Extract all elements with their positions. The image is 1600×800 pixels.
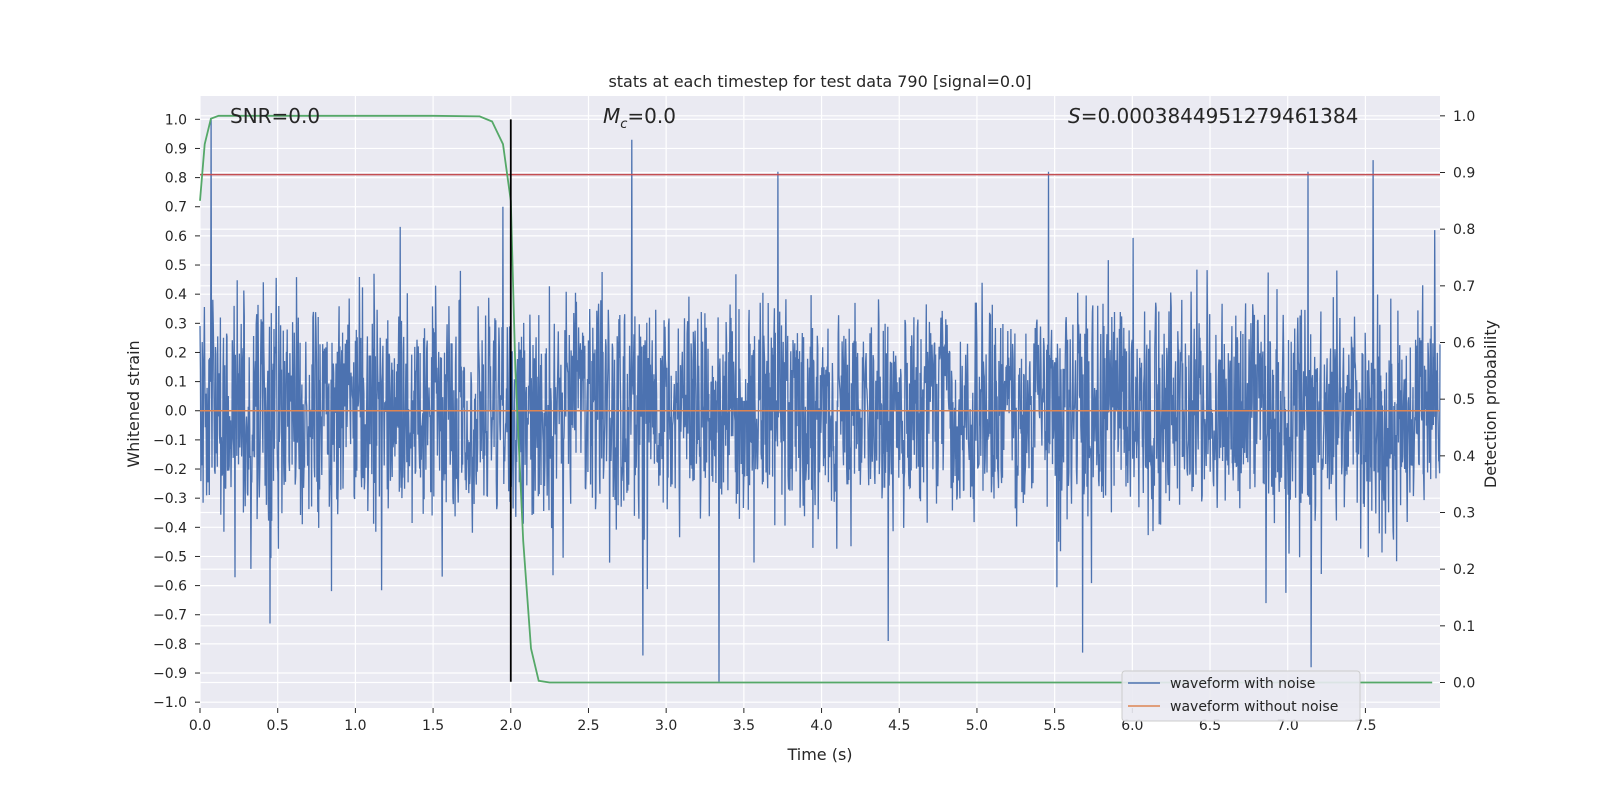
- y2-tick-label: 0.8: [1453, 222, 1475, 238]
- y2-tick-label: 0.7: [1453, 279, 1475, 295]
- x-tick-label: 7.5: [1354, 718, 1376, 734]
- series-layer: [199, 114, 1441, 684]
- y-tick-label: 1.0: [165, 112, 187, 128]
- y2-tick-label: 0.6: [1453, 336, 1475, 352]
- legend-label-noise: waveform with noise: [1170, 676, 1315, 692]
- y-tick-label: −0.1: [153, 433, 187, 449]
- y2-tick-label: 0.2: [1453, 562, 1475, 578]
- y2-tick-label: 0.4: [1453, 449, 1475, 465]
- x-tick-label: 7.0: [1277, 718, 1299, 734]
- x-tick-label: 4.0: [810, 718, 832, 734]
- y-tick-label: 0.5: [165, 258, 187, 274]
- y-tick-label: 0.3: [165, 316, 187, 332]
- series-detection-probability: [199, 114, 1433, 684]
- y2-tick-label: 0.1: [1453, 619, 1475, 635]
- x-tick-label: 6.5: [1199, 718, 1221, 734]
- y2-tick-label: 0.9: [1453, 166, 1475, 182]
- mc-symbol: M: [603, 104, 620, 128]
- y-tick-label: 0.9: [165, 141, 187, 157]
- y2-axis-label: Detection probability: [1481, 320, 1500, 488]
- y-tick-label: −1.0: [153, 695, 187, 711]
- mc-subscript: c: [620, 117, 627, 132]
- y-tick-label: −0.9: [153, 666, 187, 682]
- y-tick-label: 0.0: [165, 404, 187, 420]
- y-axis-label: Whitened strain: [124, 340, 143, 467]
- y-tick-label: −0.8: [153, 637, 187, 653]
- x-tick-label: 3.0: [655, 718, 677, 734]
- s-symbol: S: [1068, 104, 1081, 128]
- y-tick-label: −0.6: [153, 579, 187, 595]
- x-tick-label: 0.5: [267, 718, 289, 734]
- y-tick-label: 0.1: [165, 375, 187, 391]
- y-tick-label: −0.5: [153, 549, 187, 565]
- legend-label-clean: waveform without noise: [1170, 699, 1338, 715]
- y-tick-label: 0.6: [165, 229, 187, 245]
- x-tick-label: 6.0: [1121, 718, 1143, 734]
- series-waveform-with-noise: [199, 119, 1441, 682]
- x-axis-label: Time (s): [786, 745, 852, 764]
- snr-annotation: SNR=0.0: [230, 104, 320, 128]
- tick-layer: 0.0 0.5 1.0 1.5 2.0 2.5 3.0 3.5 4.0 4.5 5.0 5.5 6.0 6…: [153, 109, 1475, 734]
- y2-tick-label: 0.0: [1453, 676, 1475, 692]
- mc-value: =0.0: [627, 104, 676, 128]
- y-tick-label: 0.7: [165, 200, 187, 216]
- x-tick-label: 3.5: [733, 718, 755, 734]
- x-tick-label: 5.0: [966, 718, 988, 734]
- x-tick-label: 2.5: [577, 718, 599, 734]
- x-tick-label: 5.5: [1044, 718, 1066, 734]
- mc-annotation: Mc=0.0: [603, 104, 676, 132]
- x-tick-label: 0.0: [189, 718, 211, 734]
- x-tick-label: 4.5: [888, 718, 910, 734]
- x-tick-label: 2.0: [500, 718, 522, 734]
- y2-tick-label: 0.3: [1453, 506, 1475, 522]
- y-tick-label: −0.7: [153, 608, 187, 624]
- s-value: =0.0003844951279461384: [1081, 104, 1359, 128]
- y-tick-label: 0.4: [165, 287, 187, 303]
- s-annotation: S=0.0003844951279461384: [1068, 104, 1358, 128]
- y2-tick-label: 0.5: [1453, 392, 1475, 408]
- y-tick-label: 0.2: [165, 345, 187, 361]
- legend: waveform with noise waveform without noi…: [1121, 670, 1361, 722]
- y-tick-label: −0.3: [153, 491, 187, 507]
- chart-title: stats at each timestep for test data 790…: [608, 72, 1031, 91]
- x-tick-label: 1.5: [422, 718, 444, 734]
- y-tick-label: 0.8: [165, 171, 187, 187]
- y-tick-label: −0.4: [153, 520, 187, 536]
- y-tick-label: −0.2: [153, 462, 187, 478]
- legend-box: [1121, 670, 1361, 722]
- y2-tick-label: 1.0: [1453, 109, 1475, 125]
- x-tick-label: 1.0: [344, 718, 366, 734]
